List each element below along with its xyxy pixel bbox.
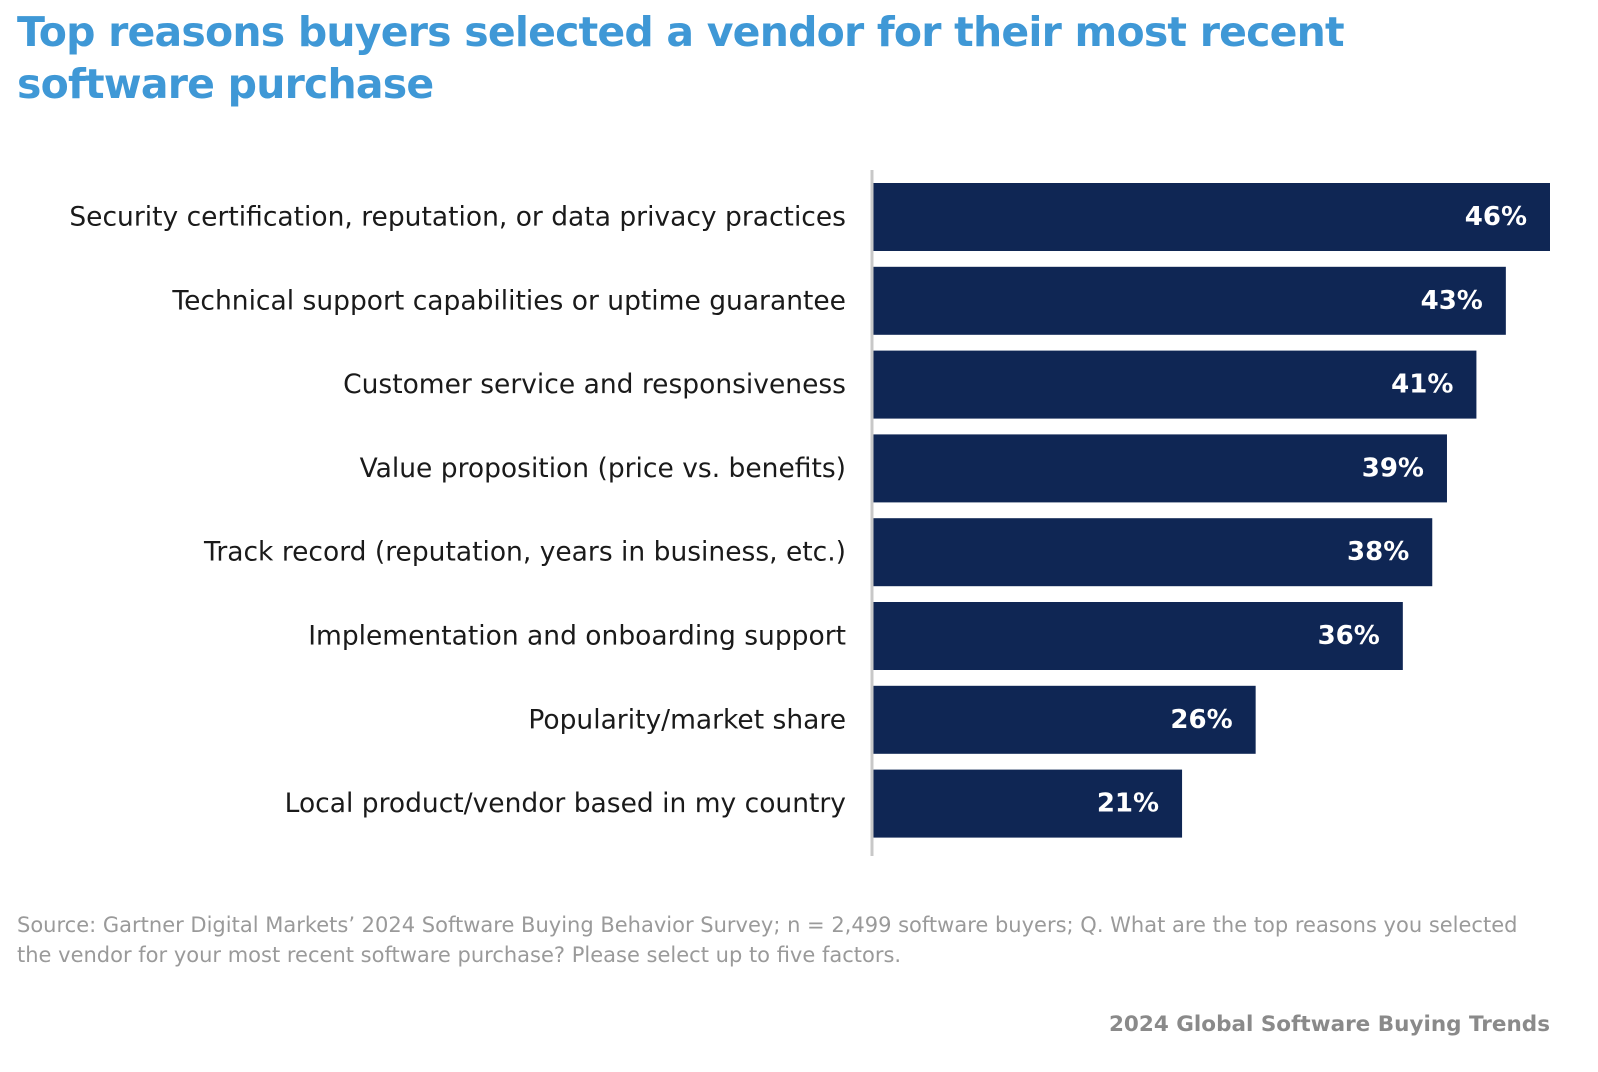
bar-2 [873, 266, 1506, 335]
bar-8 [873, 769, 1183, 838]
chart-title: Top reasons buyers selected a vendor for… [17, 8, 1345, 108]
category-label-7: Popularity/market share [528, 704, 846, 735]
category-label-3: Customer service and responsiveness [343, 369, 846, 400]
bar-chart: Security certification, reputation, or d… [69, 170, 1550, 856]
value-label-7: 26% [1170, 705, 1232, 735]
value-label-3: 41% [1391, 370, 1453, 400]
bars-layer: Security certification, reputation, or d… [69, 183, 1550, 838]
bar-6 [873, 602, 1403, 670]
bar-5 [873, 518, 1433, 587]
value-label-1: 46% [1465, 202, 1527, 232]
bar-1 [873, 183, 1550, 251]
bar-3 [873, 350, 1477, 419]
footer-brand: 2024 Global Software Buying Trends [1108, 1012, 1550, 1037]
category-label-4: Value proposition (price vs. benefits) [360, 453, 846, 484]
value-label-2: 43% [1421, 286, 1483, 316]
category-label-2: Technical support capabilities or uptime… [171, 285, 846, 316]
category-label-1: Security certification, reputation, or d… [69, 202, 846, 233]
category-label-5: Track record (reputation, years in busin… [203, 537, 846, 568]
value-label-4: 39% [1362, 453, 1424, 483]
bar-7 [873, 685, 1256, 754]
category-label-8: Local product/vendor based in my country [285, 788, 846, 819]
value-label-6: 36% [1318, 621, 1380, 651]
category-label-6: Implementation and onboarding support [308, 621, 846, 652]
bar-4 [873, 434, 1447, 503]
source-note: Source: Gartner Digital Markets’ 2024 So… [17, 913, 1518, 967]
value-label-8: 21% [1097, 789, 1159, 819]
value-label-5: 38% [1347, 537, 1409, 567]
